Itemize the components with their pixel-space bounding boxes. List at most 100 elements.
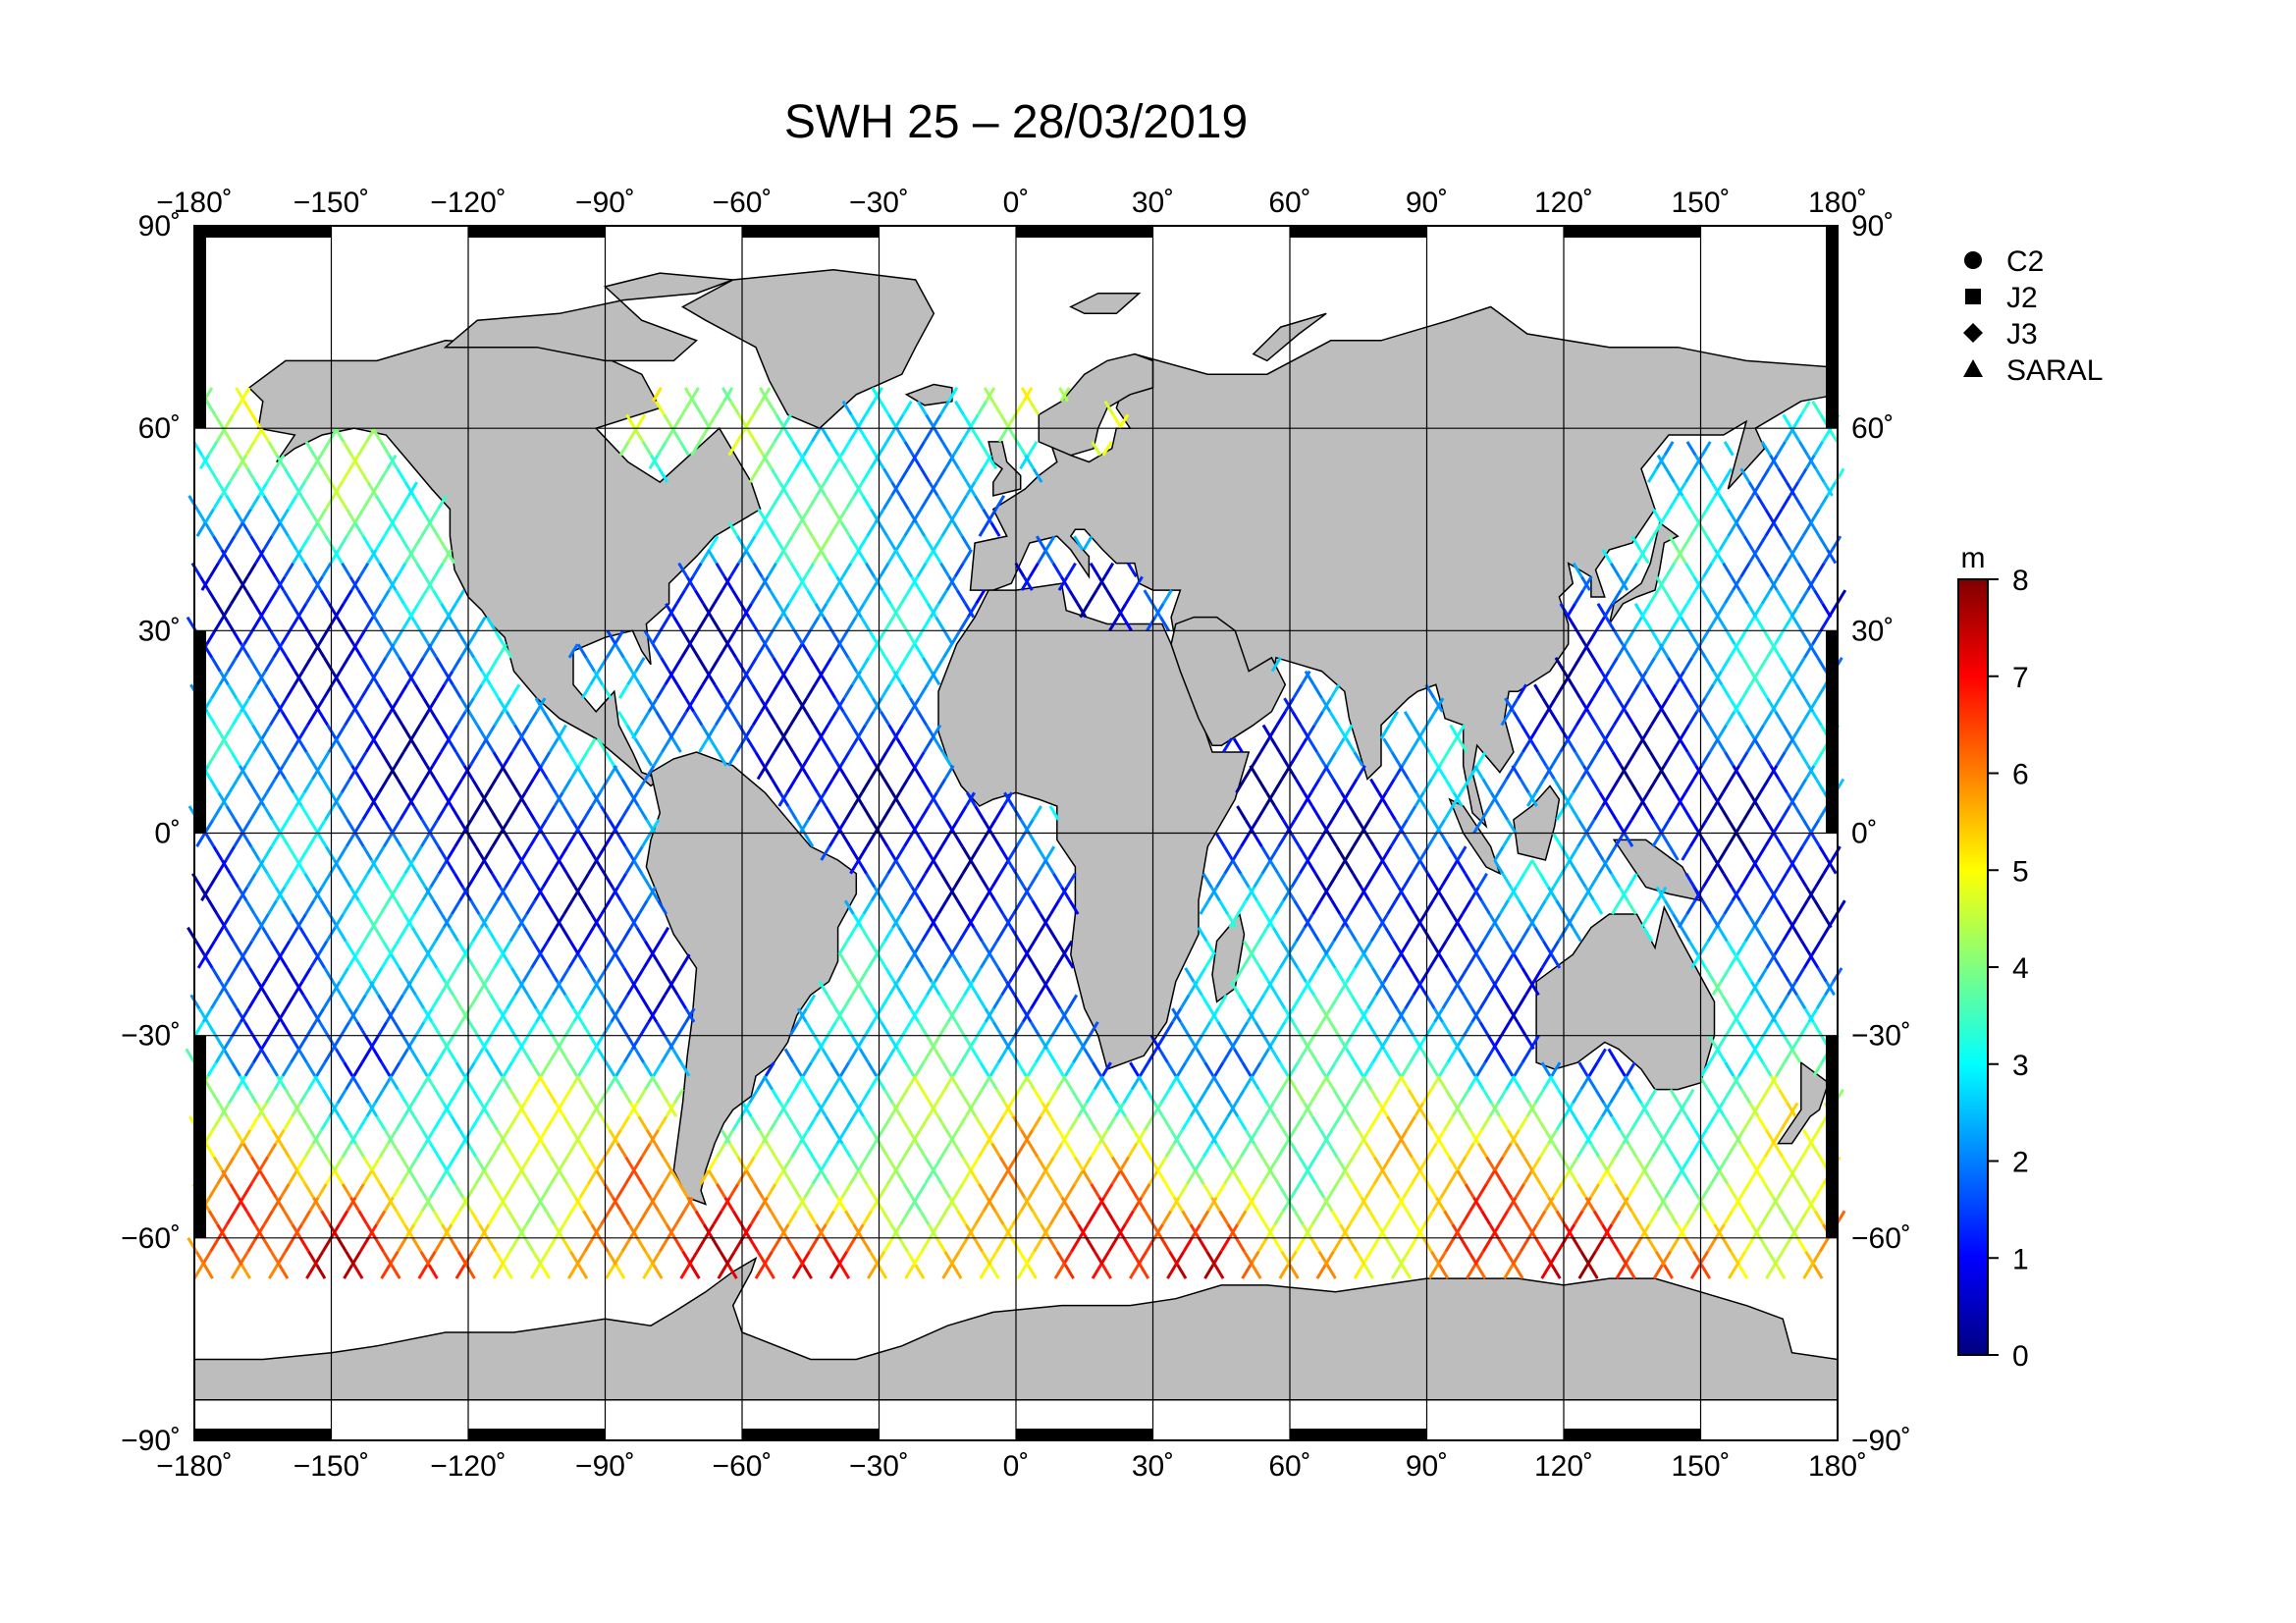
track-segment [865, 562, 876, 578]
track-segment [523, 1237, 535, 1253]
track-segment [281, 1021, 293, 1037]
track-segment [808, 778, 820, 794]
track-segment [643, 629, 655, 645]
track-segment [349, 886, 361, 901]
track-segment [398, 967, 409, 983]
track-segment [652, 953, 664, 969]
track-segment [789, 711, 800, 727]
lat-label-right: 30˚ [1851, 615, 1894, 647]
track-segment [488, 657, 500, 673]
track-segment [1705, 535, 1717, 551]
track-segment [915, 441, 926, 457]
track-segment [1786, 791, 1797, 807]
track-segment [1044, 1169, 1055, 1185]
track-segment [721, 575, 732, 591]
track-segment [1605, 1169, 1617, 1185]
track-segment [245, 467, 257, 483]
track-segment [659, 926, 670, 943]
track-segment [1326, 751, 1337, 767]
track-segment [1317, 1250, 1329, 1267]
track-segment [1752, 913, 1764, 929]
track-segment [435, 683, 446, 699]
track-segment [1477, 872, 1488, 889]
track-segment [903, 441, 915, 457]
track-segment [455, 711, 467, 727]
track-segment [385, 1007, 397, 1023]
track-segment [372, 967, 384, 983]
track-segment [1409, 967, 1419, 983]
track-segment [1611, 899, 1622, 915]
track-segment [587, 859, 599, 875]
track-segment [428, 819, 440, 835]
track-segment [416, 1183, 427, 1199]
track-segment [433, 778, 445, 794]
track-segment [715, 400, 725, 416]
track-segment [436, 805, 448, 821]
track-segment [1617, 765, 1629, 781]
track-segment [292, 859, 302, 875]
track-segment [783, 1048, 795, 1063]
track-segment [830, 1250, 842, 1267]
track-segment [274, 1196, 286, 1213]
track-segment [1087, 589, 1098, 605]
track-segment [1705, 805, 1717, 821]
track-segment [839, 751, 851, 767]
track-segment [390, 1061, 401, 1077]
track-segment [1689, 521, 1700, 537]
track-segment [998, 845, 1010, 861]
track-segment [1223, 1169, 1235, 1185]
track-segment [269, 940, 281, 955]
track-segment [555, 913, 565, 929]
track-segment [1599, 670, 1611, 686]
track-segment [1723, 441, 1735, 457]
track-segment [383, 819, 395, 835]
track-segment [1052, 872, 1063, 889]
track-segment [353, 832, 365, 847]
track-segment [445, 859, 456, 875]
track-segment [562, 1210, 573, 1225]
track-segment [1785, 859, 1796, 875]
track-segment [1800, 1142, 1812, 1159]
track-segment [1568, 1169, 1579, 1185]
track-segment [430, 711, 442, 727]
track-segment [1354, 953, 1364, 969]
track-segment [316, 521, 328, 537]
track-segment [672, 413, 684, 429]
square-marker-icon [1965, 289, 1981, 304]
track-segment [923, 535, 934, 551]
track-segment [1776, 1183, 1788, 1199]
track-segment [922, 967, 934, 983]
frame-tick-top [1290, 226, 1427, 238]
track-segment [1552, 1142, 1564, 1159]
track-segment [1041, 1102, 1052, 1117]
track-segment [421, 1129, 432, 1145]
track-segment [481, 980, 493, 997]
track-segment [496, 886, 507, 901]
track-segment [759, 697, 771, 713]
track-segment [1577, 819, 1588, 835]
track-segment [393, 711, 404, 727]
track-segment [1527, 1102, 1539, 1117]
track-segment [1124, 589, 1136, 605]
track-segment [1028, 1183, 1040, 1199]
track-segment [228, 467, 240, 483]
track-segment [1008, 1048, 1020, 1063]
track-segment [1493, 859, 1505, 875]
track-segment [1148, 1169, 1159, 1185]
track-segment [1665, 778, 1677, 794]
track-segment [932, 859, 943, 875]
track-segment [779, 670, 791, 686]
track-segment [678, 1183, 689, 1199]
track-segment [269, 711, 280, 727]
track-segment [1067, 994, 1079, 1009]
track-segment [440, 737, 451, 753]
track-segment [821, 1048, 832, 1063]
track-segment [880, 994, 891, 1009]
track-segment [255, 980, 267, 997]
track-segment [979, 1264, 990, 1279]
track-segment [1329, 994, 1341, 1009]
track-segment [660, 657, 671, 673]
track-segment [1073, 535, 1085, 551]
track-segment [417, 1061, 429, 1077]
track-segment [978, 1183, 988, 1199]
